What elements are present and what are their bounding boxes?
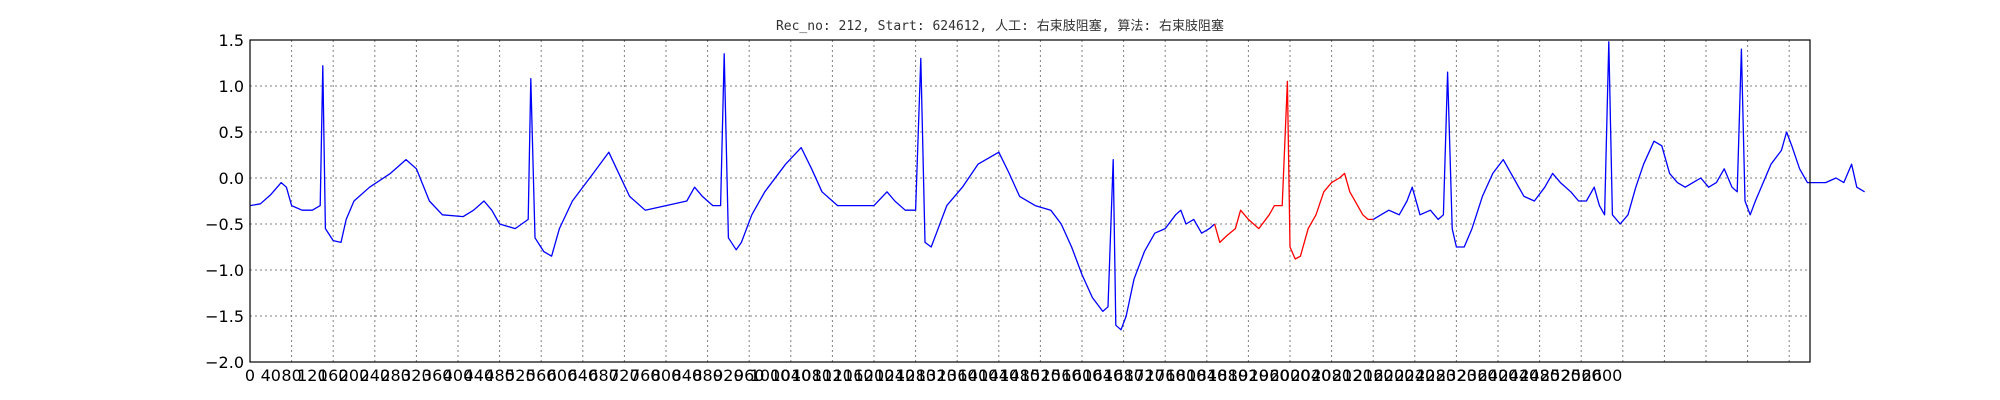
x-tick-label: 1560 bbox=[1041, 366, 1082, 385]
x-tick-label: 2360 bbox=[1457, 366, 1498, 385]
series-line-3 bbox=[1372, 41, 1865, 248]
x-tick-label: 1080 bbox=[791, 366, 832, 385]
y-tick-label: −2.0 bbox=[205, 353, 244, 372]
x-tick-labels: 0 40 8012016020024028032036040044048052056… bbox=[245, 366, 1622, 385]
x-tick-label: 2240 bbox=[1394, 366, 1435, 385]
x-tick-label: 960 bbox=[734, 366, 765, 385]
x-tick-label: 920 bbox=[713, 366, 744, 385]
axes-frame bbox=[249, 39, 1811, 363]
y-tick-label: 1.0 bbox=[219, 77, 244, 96]
x-tick-label: 880 bbox=[692, 366, 723, 385]
x-tick-label: 360 bbox=[422, 366, 453, 385]
x-tick-label: 200 bbox=[339, 366, 370, 385]
x-tick-label: 1400 bbox=[958, 366, 999, 385]
x-tick-label: 2200 bbox=[1374, 366, 1415, 385]
x-tick-label: 520 bbox=[505, 366, 536, 385]
y-tick-label: −1.0 bbox=[205, 261, 244, 280]
x-tick-label: 1440 bbox=[978, 366, 1019, 385]
x-tick-label: 480 bbox=[484, 366, 515, 385]
x-tick-label: 1960 bbox=[1249, 366, 1290, 385]
x-tick-label: 640 bbox=[568, 366, 599, 385]
x-tick-label: 1800 bbox=[1166, 366, 1207, 385]
chart-title: Rec_no: 212, Start: 624612, 人工: 右束肢阻塞, 算… bbox=[776, 18, 1224, 34]
x-tick-label: 2520 bbox=[1540, 366, 1581, 385]
y-tick-label: 0.0 bbox=[219, 169, 244, 188]
x-tick-label: 1760 bbox=[1145, 366, 1186, 385]
x-tick-label: 240 bbox=[360, 366, 391, 385]
x-tick-label: 120 bbox=[297, 366, 328, 385]
x-tick-label: 1000 bbox=[750, 366, 791, 385]
x-tick-label: 2120 bbox=[1332, 366, 1373, 385]
x-tick-label: 600 bbox=[547, 366, 578, 385]
x-tick-label: 2320 bbox=[1436, 366, 1477, 385]
series-line-2 bbox=[1213, 80, 1374, 260]
x-tick-label: 1320 bbox=[916, 366, 957, 385]
x-tick-label: 560 bbox=[526, 366, 557, 385]
x-tick-label: 2600 bbox=[1582, 366, 1623, 385]
y-tick-label: −0.5 bbox=[205, 215, 244, 234]
x-tick-label: 1240 bbox=[874, 366, 915, 385]
x-tick-label: 2080 bbox=[1311, 366, 1352, 385]
x-tick-label: 80 bbox=[281, 366, 301, 385]
x-tick-label: 1480 bbox=[999, 366, 1040, 385]
x-tick-label: 1160 bbox=[833, 366, 874, 385]
x-tick-label: 760 bbox=[630, 366, 661, 385]
x-tick-label: 1280 bbox=[895, 366, 936, 385]
x-tick-label: 2480 bbox=[1519, 366, 1560, 385]
x-tick-label: 800 bbox=[651, 366, 682, 385]
x-tick-label: 2040 bbox=[1290, 366, 1331, 385]
x-tick-label: 1840 bbox=[1186, 366, 1227, 385]
y-tick-label: 0.5 bbox=[219, 123, 244, 142]
x-tick-label: 0 bbox=[245, 366, 255, 385]
x-tick-label: 320 bbox=[401, 366, 432, 385]
x-tick-label: 1360 bbox=[937, 366, 978, 385]
x-tick-label: 680 bbox=[588, 366, 619, 385]
x-tick-label: 1640 bbox=[1082, 366, 1123, 385]
x-tick-label: 1600 bbox=[1062, 366, 1103, 385]
x-tick-label: 1720 bbox=[1124, 366, 1165, 385]
x-tick-label: 160 bbox=[318, 366, 349, 385]
series-layer bbox=[249, 41, 1865, 331]
x-tick-label: 400 bbox=[443, 366, 474, 385]
x-tick-label: 1200 bbox=[854, 366, 895, 385]
x-tick-label: 1520 bbox=[1020, 366, 1061, 385]
x-tick-label: 440 bbox=[464, 366, 495, 385]
x-tick-label: 2400 bbox=[1478, 366, 1519, 385]
x-tick-label: 2440 bbox=[1498, 366, 1539, 385]
y-tick-label: −1.5 bbox=[205, 307, 244, 326]
x-tick-label: 2160 bbox=[1353, 366, 1394, 385]
x-tick-label: 1040 bbox=[770, 366, 811, 385]
x-tick-label: 720 bbox=[609, 366, 640, 385]
x-tick-label: 1120 bbox=[812, 366, 853, 385]
x-tick-label: 1920 bbox=[1228, 366, 1269, 385]
x-tick-label: 2560 bbox=[1561, 366, 1602, 385]
x-tick-label: 2280 bbox=[1415, 366, 1456, 385]
x-tick-label: 2000 bbox=[1270, 366, 1311, 385]
x-tick-label: 840 bbox=[672, 366, 703, 385]
y-tick-labels: −2.0 −1.5 −1.0 −0.5 0.0 0.5 1.0 1.5 bbox=[205, 31, 244, 372]
y-tick-label: 1.5 bbox=[219, 31, 244, 50]
x-tick-label: 1680 bbox=[1103, 366, 1144, 385]
x-tick-label: 40 bbox=[261, 366, 281, 385]
x-tick-label: 280 bbox=[380, 366, 411, 385]
series-line-1 bbox=[249, 53, 1216, 331]
x-tick-label: 1880 bbox=[1207, 366, 1248, 385]
